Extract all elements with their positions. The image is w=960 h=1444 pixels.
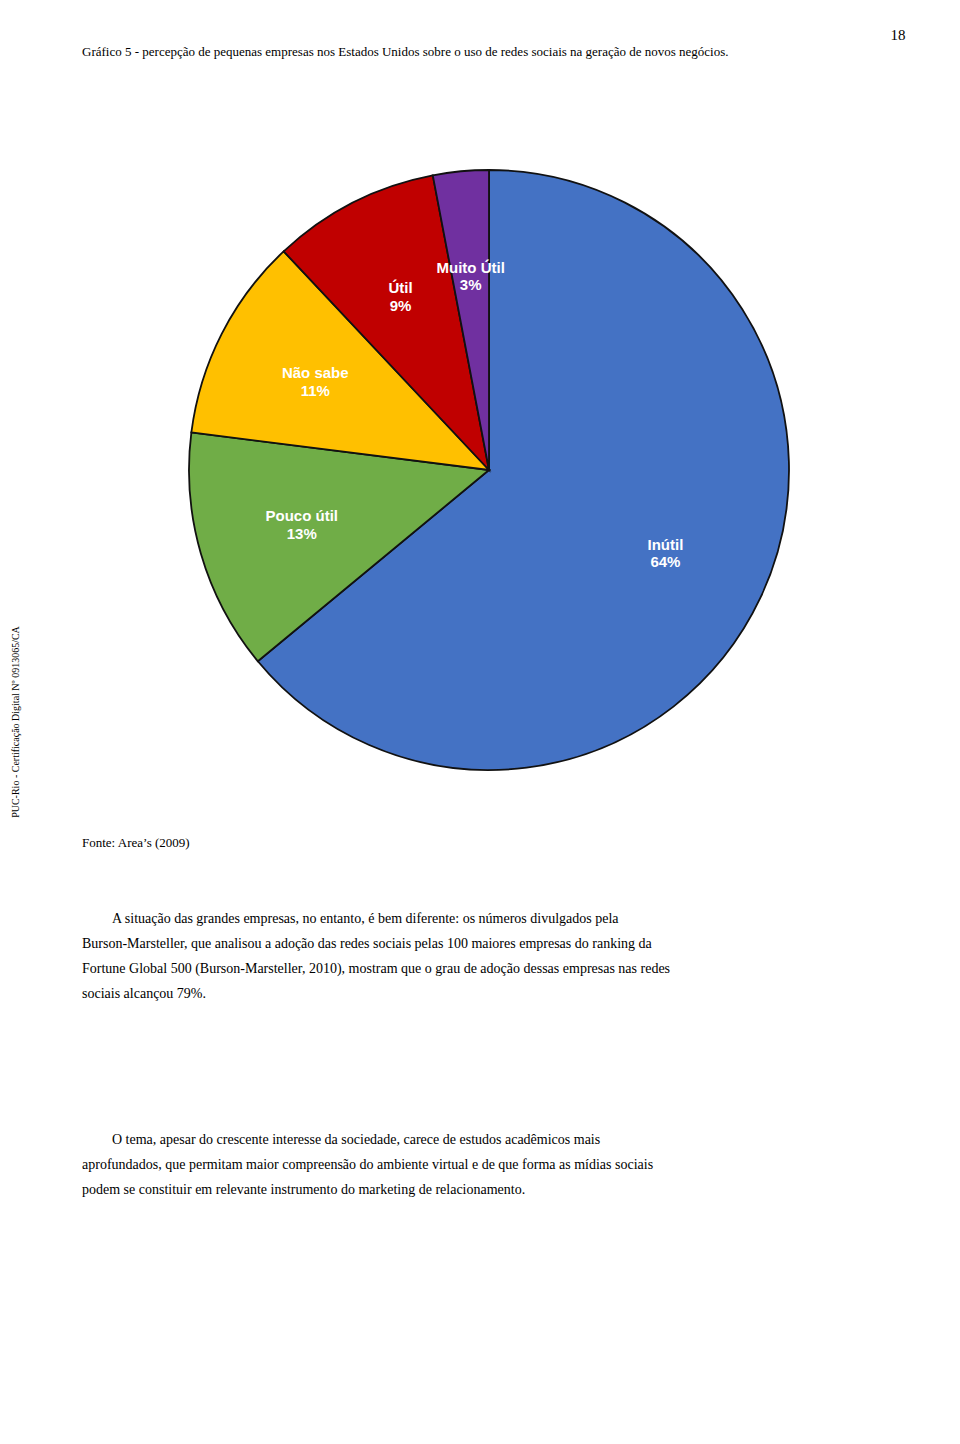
body-paragraph: O tema, apesar do crescente interesse da… — [82, 1132, 653, 1197]
title: Gráfico 5 - percepção de pequenas empres… — [82, 44, 729, 59]
pie: Inútil64% Pouco útil13% Não sabe11% Útil9% M… — [189, 170, 789, 770]
slice-label-value: 64% — [650, 553, 680, 570]
body-paragraph-line: aprofundados, que permitam maior compree… — [82, 1157, 653, 1172]
body-paragraph-line: Burson-Marsteller, que analisou a adoção… — [82, 936, 653, 951]
slice-label: Pouco útil13% — [265, 507, 338, 541]
slice-label-value: 11% — [301, 382, 330, 399]
slice-label-name: Inútil — [648, 536, 684, 553]
slice-label-name: Útil — [388, 279, 412, 296]
pie-slice — [433, 170, 489, 470]
body-paragraph-line: podem se constituir em relevante instrum… — [82, 1182, 525, 1197]
slice-label-value: 13% — [287, 525, 317, 542]
body-paragraph-line: sociais alcançou 79%. — [82, 986, 206, 1001]
slice-label: Inútil64% — [648, 536, 684, 570]
pie-slice — [189, 432, 489, 661]
body-paragraph-line: O tema, apesar do crescente interesse da… — [112, 1132, 600, 1147]
slice-label-value: 9% — [390, 297, 412, 314]
slice-label-name: Não sabe — [282, 364, 349, 381]
slice-label-name: Pouco útil — [265, 507, 338, 524]
body-paragraph: A situação das grandes empresas, no enta… — [82, 911, 670, 1001]
page: 18 PUC-Rio - Certificação Digital Nº 0913… — [0, 0, 960, 1444]
page-number: 18 — [891, 27, 906, 43]
source-note: Fonte: Area’s (2009) — [82, 835, 190, 850]
slice-label-name: Muito Útil — [436, 259, 504, 276]
body-paragraph-line: Fortune Global 500 (Burson-Marsteller, 2… — [82, 961, 670, 977]
slice-label: Não sabe11% — [282, 364, 349, 398]
slice-label: Muito Útil3% — [436, 259, 504, 293]
slice-label-value: 3% — [460, 276, 482, 293]
source-note-line: Fonte: Area’s (2009) — [82, 835, 190, 850]
body-paragraph-line: A situação das grandes empresas, no enta… — [112, 911, 619, 926]
sidebar-text: PUC-Rio - Certificação Digital Nº 091306… — [10, 625, 21, 817]
title-line: Gráfico 5 - percepção de pequenas empres… — [82, 44, 729, 59]
slice-label: Útil9% — [388, 279, 412, 313]
